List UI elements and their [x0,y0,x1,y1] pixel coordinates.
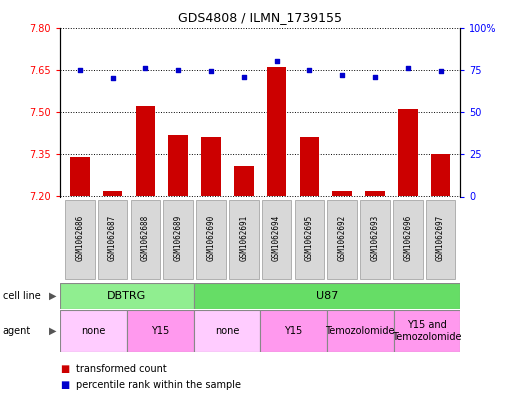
Text: GSM1062696: GSM1062696 [403,215,412,261]
Bar [431,154,450,196]
Title: GDS4808 / ILMN_1739155: GDS4808 / ILMN_1739155 [178,11,342,24]
FancyBboxPatch shape [393,200,423,279]
Text: Y15: Y15 [151,326,169,336]
FancyBboxPatch shape [98,200,128,279]
Text: cell line: cell line [3,291,40,301]
FancyBboxPatch shape [196,200,226,279]
FancyBboxPatch shape [294,200,324,279]
Point [436,68,445,75]
Bar [300,137,319,196]
Text: ▶: ▶ [49,326,56,336]
Text: ▶: ▶ [49,291,56,301]
Text: Temozolomide: Temozolomide [325,326,395,336]
Text: GSM1062690: GSM1062690 [207,215,215,261]
Bar [168,134,188,196]
FancyBboxPatch shape [194,283,460,309]
Text: GSM1062694: GSM1062694 [272,215,281,261]
FancyBboxPatch shape [194,310,260,352]
Text: percentile rank within the sample: percentile rank within the sample [76,380,241,390]
Point [141,65,150,71]
FancyBboxPatch shape [65,200,95,279]
FancyBboxPatch shape [393,310,460,352]
Point [404,65,412,71]
FancyBboxPatch shape [164,200,193,279]
FancyBboxPatch shape [131,200,160,279]
Text: none: none [214,326,239,336]
Bar [103,191,122,196]
Bar [201,137,221,196]
FancyBboxPatch shape [229,200,258,279]
Point [76,66,84,73]
Text: GSM1062688: GSM1062688 [141,215,150,261]
FancyBboxPatch shape [426,200,456,279]
Text: GSM1062687: GSM1062687 [108,215,117,261]
Text: transformed count: transformed count [76,364,167,375]
Point [207,68,215,75]
Text: GSM1062693: GSM1062693 [370,215,380,261]
Point [338,72,346,78]
Text: agent: agent [3,326,31,336]
Point [174,66,183,73]
Text: GSM1062689: GSM1062689 [174,215,183,261]
Text: ■: ■ [60,380,70,390]
Point [272,58,281,64]
FancyBboxPatch shape [327,200,357,279]
Text: Y15 and
Temozolomide: Y15 and Temozolomide [392,320,462,342]
FancyBboxPatch shape [127,310,194,352]
Bar [332,191,352,196]
Bar [365,191,385,196]
FancyBboxPatch shape [327,310,393,352]
Text: none: none [81,326,106,336]
Point [108,75,117,81]
Bar [398,109,417,196]
Text: GSM1062686: GSM1062686 [75,215,84,261]
FancyBboxPatch shape [60,283,194,309]
Bar [234,165,254,196]
Bar [267,67,287,196]
Text: ■: ■ [60,364,70,375]
Text: DBTRG: DBTRG [107,291,146,301]
Point [240,73,248,80]
Text: Y15: Y15 [285,326,303,336]
FancyBboxPatch shape [260,310,327,352]
Point [371,73,379,80]
Text: GSM1062692: GSM1062692 [338,215,347,261]
FancyBboxPatch shape [360,200,390,279]
FancyBboxPatch shape [262,200,291,279]
Point [305,66,314,73]
Bar [135,107,155,196]
Bar [70,157,89,196]
Text: GSM1062697: GSM1062697 [436,215,445,261]
Text: GSM1062691: GSM1062691 [240,215,248,261]
Text: U87: U87 [316,291,338,301]
FancyBboxPatch shape [60,310,127,352]
Text: GSM1062695: GSM1062695 [305,215,314,261]
